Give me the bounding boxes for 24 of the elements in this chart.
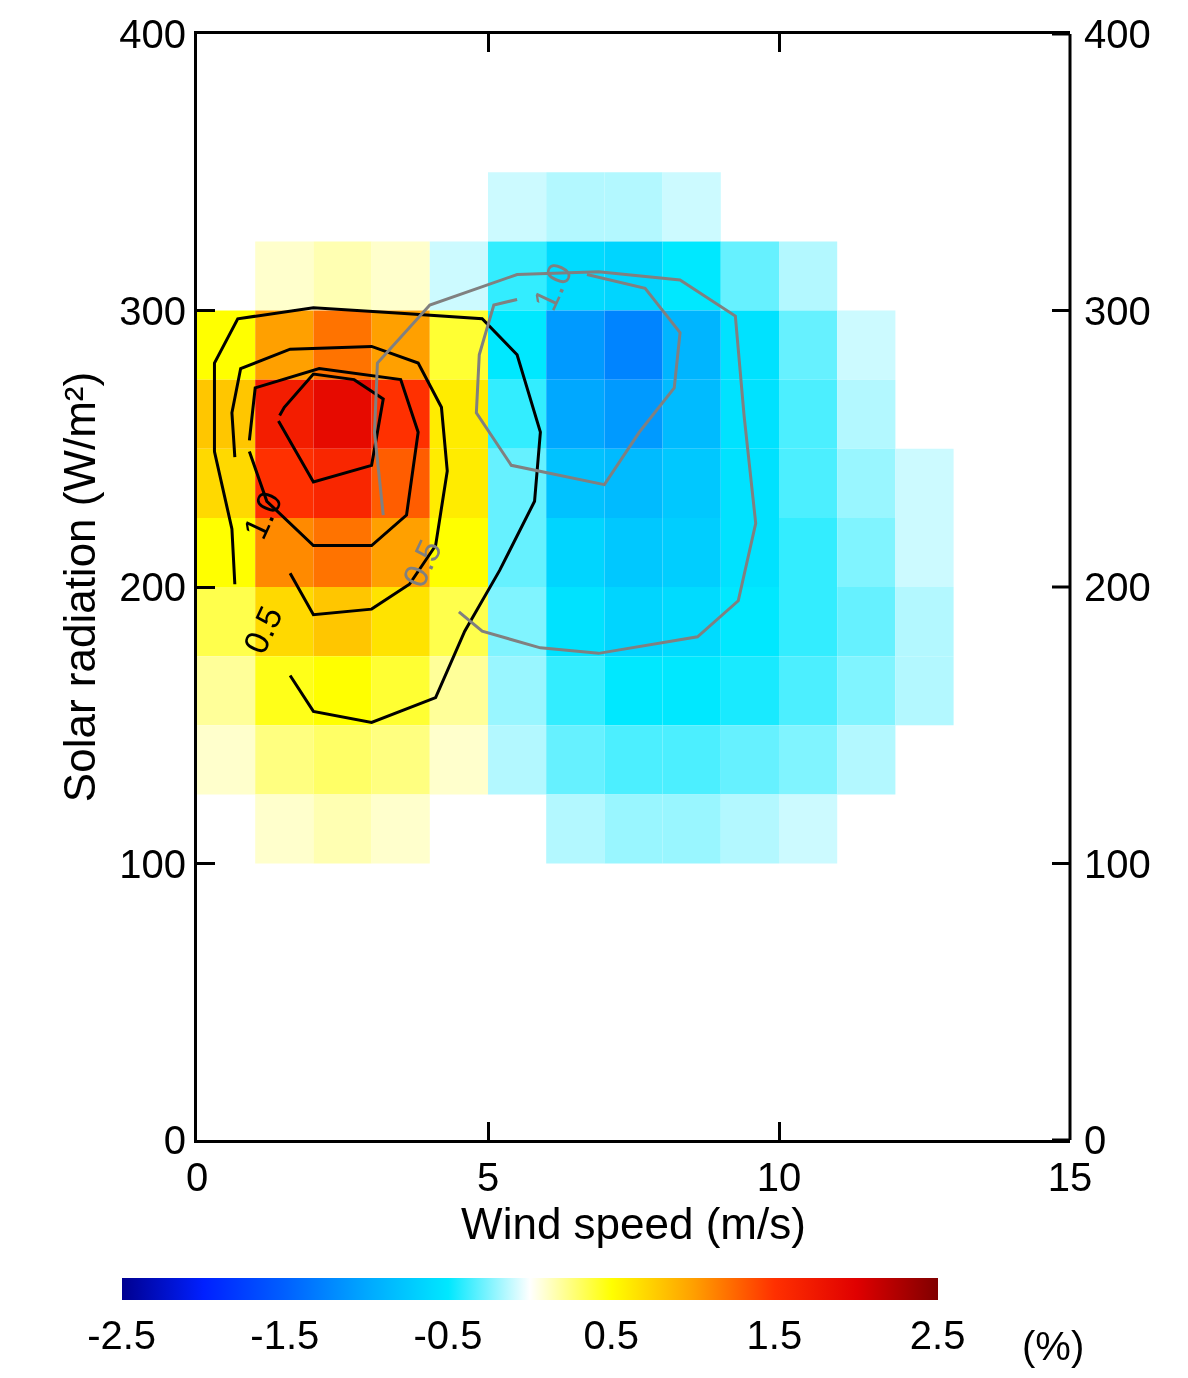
text: 0.5	[394, 533, 449, 593]
color-bar-title: (%)	[1022, 1324, 1085, 1368]
text: 1.0	[525, 257, 580, 316]
color-bar-label: -1.5	[250, 1312, 320, 1357]
color-bar-label: 0.5	[583, 1312, 640, 1357]
x-tick-label: 10	[756, 1155, 802, 1199]
y-tick-label: 400	[119, 12, 186, 56]
legend-label: 0.5	[235, 600, 290, 660]
y-axis-title: Solar radiation (W/m²)	[55, 371, 105, 803]
color-bar-label: 1.5	[746, 1312, 803, 1357]
x-axis-title: Wind speed (m/s)	[461, 1199, 806, 1248]
y-tick-label: 0	[163, 1118, 186, 1162]
text: 1.0	[235, 485, 290, 545]
y2-tick-label: 400	[1084, 12, 1151, 56]
y2-tick-label: 300	[1084, 289, 1151, 333]
color-bar-label: -0.5	[413, 1312, 483, 1357]
y2-tick-label: 200	[1084, 565, 1151, 609]
color-bar-label: 2.5	[909, 1312, 966, 1357]
y-tick-label: 200	[119, 565, 186, 609]
y2-tick-label: 100	[1084, 842, 1151, 886]
y-tick-label: 300	[119, 288, 186, 333]
y-tick-label: 100	[119, 841, 186, 886]
x-tick-label: 5	[476, 1155, 500, 1199]
color-bar-label: -2.5	[87, 1312, 157, 1357]
